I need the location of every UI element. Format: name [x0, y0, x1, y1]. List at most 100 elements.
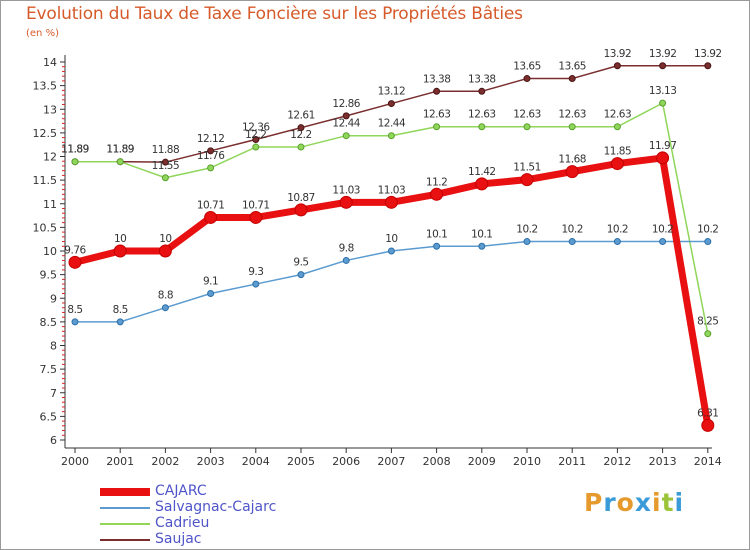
- y-tick-label: 6: [50, 434, 57, 447]
- data-point-cajarc: [113, 244, 127, 258]
- data-label-cajarc: 10.87: [287, 192, 315, 204]
- data-label-cajarc: 11.42: [468, 166, 496, 178]
- data-point-cajarc: [249, 210, 263, 224]
- data-point-salvagnac-cajarc: [297, 271, 305, 279]
- data-point-cajarc: [294, 203, 308, 217]
- legend-swatch-cajarc: [100, 488, 150, 496]
- data-label-saujac: 13.65: [558, 61, 586, 73]
- data-point-salvagnac-cajarc: [161, 304, 169, 312]
- data-label-saujac: 11.89: [106, 144, 134, 156]
- data-label-cadrieu: 12.63: [423, 109, 451, 121]
- data-label-saujac: 13.12: [378, 86, 406, 98]
- data-label-cajarc: 9.76: [64, 244, 86, 256]
- data-label-cajarc: 11.51: [513, 162, 541, 174]
- data-point-cajarc: [475, 177, 489, 191]
- data-point-saujac: [387, 100, 395, 108]
- data-point-saujac: [704, 62, 712, 70]
- data-point-cadrieu: [252, 143, 260, 151]
- y-tick-label: 11: [43, 198, 57, 211]
- data-point-saujac: [342, 112, 350, 120]
- data-point-saujac: [523, 75, 531, 83]
- y-tick-label: 8.5: [40, 316, 58, 329]
- data-label-salvagnac-cajarc: 8.5: [113, 304, 128, 316]
- logo-letter: r: [603, 488, 617, 517]
- data-label-cadrieu: 12.44: [378, 118, 406, 130]
- legend-label-saujac: Saujac: [155, 531, 202, 547]
- data-point-salvagnac-cajarc: [116, 318, 124, 326]
- data-label-salvagnac-cajarc: 9.3: [248, 266, 263, 278]
- data-point-saujac: [297, 124, 305, 132]
- x-tick-label: 2000: [61, 455, 89, 468]
- x-tick-label: 2009: [468, 455, 496, 468]
- data-label-salvagnac-cajarc: 10: [385, 233, 397, 245]
- x-tick-label: 2002: [151, 455, 179, 468]
- data-label-cadrieu: 12.63: [513, 109, 541, 121]
- x-tick-label: 2006: [332, 455, 360, 468]
- data-label-cadrieu: 11.89: [61, 144, 89, 156]
- data-point-saujac: [161, 158, 169, 166]
- logo-letter: P: [584, 488, 604, 517]
- data-point-cadrieu: [659, 99, 667, 107]
- data-point-salvagnac-cajarc: [523, 238, 531, 246]
- data-point-salvagnac-cajarc: [387, 247, 395, 255]
- chart-title: Evolution du Taux de Taxe Foncière sur l…: [26, 4, 523, 24]
- data-point-salvagnac-cajarc: [568, 238, 576, 246]
- data-label-salvagnac-cajarc: 8.8: [158, 290, 173, 302]
- data-point-cadrieu: [207, 164, 215, 172]
- data-label-cajarc: 10.71: [242, 199, 270, 211]
- data-label-salvagnac-cajarc: 10.2: [697, 224, 718, 236]
- y-tick-label: 6.5: [40, 410, 58, 423]
- y-tick-label: 11.5: [33, 174, 58, 187]
- y-tick-label: 10: [43, 245, 57, 258]
- data-label-saujac: 13.92: [649, 48, 677, 60]
- unit-label: (en %): [26, 28, 59, 39]
- data-point-cajarc: [701, 418, 715, 432]
- y-tick-label: 13: [43, 103, 57, 116]
- line-chart: 6 6.5 7 7.5 8 8.5 9 9.5 10 10.5 11 11.5 12 12.5 13 13.5…: [33, 48, 723, 468]
- data-point-saujac: [659, 62, 667, 70]
- x-tick-label: 2005: [287, 455, 315, 468]
- x-tick-label: 2012: [603, 455, 631, 468]
- data-label-cadrieu: 12.2: [245, 129, 266, 141]
- data-label-cadrieu: 11.55: [152, 160, 180, 172]
- x-tick-label: 2010: [513, 455, 541, 468]
- data-label-cadrieu: 12.2: [290, 129, 311, 141]
- y-tick-label: 12: [43, 151, 57, 164]
- data-label-salvagnac-cajarc: 10.1: [471, 228, 492, 240]
- x-tick-label: 2007: [377, 455, 405, 468]
- data-label-cajarc: 11.68: [558, 154, 586, 166]
- data-label-saujac: 12.36: [242, 121, 270, 133]
- data-label-salvagnac-cajarc: 9.8: [339, 242, 354, 254]
- data-label-cadrieu: 11.76: [197, 150, 225, 162]
- data-label-cadrieu: 12.63: [604, 109, 632, 121]
- legend-label-cajarc: CAJARC: [155, 483, 207, 499]
- data-point-saujac: [478, 87, 486, 95]
- data-point-salvagnac-cajarc: [252, 280, 260, 288]
- data-label-cajarc: 11.2: [426, 176, 447, 188]
- data-point-salvagnac-cajarc: [659, 238, 667, 246]
- data-point-cadrieu: [433, 123, 441, 131]
- data-label-cajarc: 10: [159, 233, 171, 245]
- data-label-cadrieu: 12.44: [332, 118, 360, 130]
- data-point-cajarc: [68, 255, 82, 269]
- data-label-saujac: 12.86: [332, 98, 360, 110]
- data-label-cajarc: 6.31: [697, 407, 718, 419]
- data-label-saujac: 12.61: [287, 110, 315, 122]
- data-label-cajarc: 10.71: [197, 199, 225, 211]
- logo-letter: o: [616, 488, 635, 517]
- data-point-salvagnac-cajarc: [71, 318, 79, 326]
- y-tick-label: 7: [50, 387, 57, 400]
- data-point-saujac: [433, 87, 441, 95]
- data-label-cadrieu: 13.13: [649, 85, 677, 97]
- legend-swatch-salvagnac-cajarc: [100, 507, 150, 509]
- data-label-saujac: 12.12: [197, 133, 225, 145]
- data-point-cadrieu: [478, 123, 486, 131]
- data-label-salvagnac-cajarc: 10.2: [652, 224, 673, 236]
- x-tick-label: 2001: [106, 455, 134, 468]
- y-tick-label: 10.5: [33, 221, 58, 234]
- legend-swatch-saujac: [100, 539, 150, 541]
- x-tick-label: 2013: [649, 455, 677, 468]
- data-label-salvagnac-cajarc: 9.1: [203, 276, 218, 288]
- data-label-cajarc: 11.97: [649, 140, 677, 152]
